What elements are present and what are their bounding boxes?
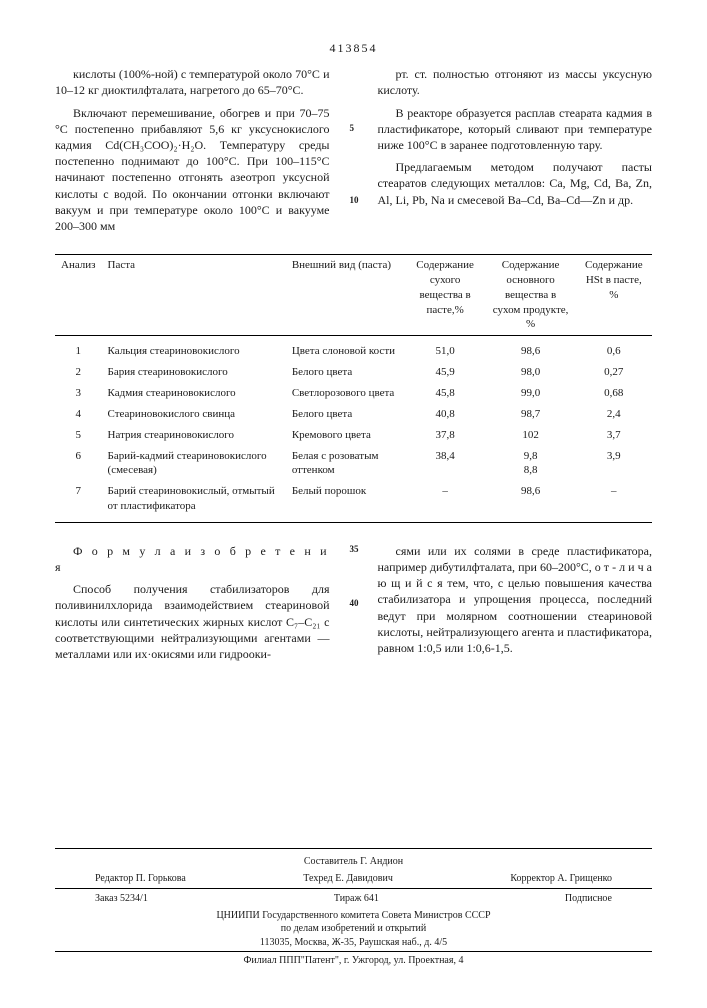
- th-dry: Содержание сухого вещества в пасте,%: [405, 255, 486, 336]
- footer-org2: по делам изобретений и открытий: [55, 922, 652, 936]
- formula-section: Ф о р м у л а и з о б р е т е н и я Спос…: [55, 543, 652, 668]
- footer-editor: Редактор П. Горькова: [95, 872, 186, 886]
- cell-n: 6: [55, 446, 102, 482]
- formula-title: Ф о р м у л а и з о б р е т е н и я: [55, 543, 330, 575]
- table-row: 1 Кальция стеариновокислого Цвета слонов…: [55, 336, 652, 362]
- cell-look: Светлорозового цвета: [286, 383, 405, 404]
- footer-order: Заказ 5234/1: [95, 892, 148, 906]
- th-main: Содержание основного вещества в сухом пр…: [486, 255, 576, 336]
- line-mark-10: 10: [350, 194, 359, 206]
- footer-copies: Тираж 641: [334, 892, 379, 906]
- cell-paste: Барий-кадмий стеариновокислого (смесевая…: [102, 446, 286, 482]
- footer-compiler: Составитель Г. Андион: [55, 855, 652, 869]
- cell-dry: –: [405, 481, 486, 522]
- cell-n: 4: [55, 404, 102, 425]
- footer-sub: Подписное: [565, 892, 612, 906]
- table-row: 6 Барий-кадмий стеариновокислого (смесев…: [55, 446, 652, 482]
- cell-n: 7: [55, 481, 102, 522]
- cell-main: 99,0: [486, 383, 576, 404]
- table-row: 2 Бария стеариновокислого Белого цвета 4…: [55, 362, 652, 383]
- cell-hst: 0,6: [576, 336, 652, 362]
- cell-look: Белая с розоватым оттенком: [286, 446, 405, 482]
- cell-look: Кремового цвета: [286, 425, 405, 446]
- cell-n: 5: [55, 425, 102, 446]
- line-mark-35: 35: [350, 543, 359, 555]
- cell-main: 98,6: [486, 336, 576, 362]
- th-analysis: Анализ: [55, 255, 102, 336]
- cell-n: 2: [55, 362, 102, 383]
- line-number-gutter: 5 10: [348, 66, 360, 240]
- footer-corrector: Корректор А. Грищенко: [510, 872, 612, 886]
- cell-look: Белого цвета: [286, 404, 405, 425]
- cell-main: 98,6: [486, 481, 576, 522]
- table-row: 3 Кадмия стеариновокислого Светлорозовог…: [55, 383, 652, 404]
- cell-paste: Кадмия стеариновокислого: [102, 383, 286, 404]
- cell-main: 9,8 8,8: [486, 446, 576, 482]
- cell-hst: 0,27: [576, 362, 652, 383]
- cell-look: Цвета слоновой кости: [286, 336, 405, 362]
- document-number: 413854: [55, 40, 652, 56]
- cell-dry: 45,8: [405, 383, 486, 404]
- cell-paste: Натрия стеариновокислого: [102, 425, 286, 446]
- line-mark-40: 40: [350, 597, 359, 609]
- cell-n: 3: [55, 383, 102, 404]
- cell-dry: 38,4: [405, 446, 486, 482]
- para-l2: Включают перемешивание, обогрев и при 70…: [55, 105, 330, 235]
- cell-look: Белый порошок: [286, 481, 405, 522]
- right-column: рт. ст. полностью отгоняют из массы уксу…: [378, 66, 653, 240]
- cell-paste: Барий стеариновокислый, отмытый от пласт…: [102, 481, 286, 522]
- cell-look: Белого цвета: [286, 362, 405, 383]
- footer: Составитель Г. Андион Редактор П. Горько…: [55, 848, 652, 968]
- cell-hst: 3,7: [576, 425, 652, 446]
- cell-paste: Бария стеариновокислого: [102, 362, 286, 383]
- cell-dry: 40,8: [405, 404, 486, 425]
- formula-right-text: сями или их солями в среде пластификатор…: [378, 543, 653, 656]
- table-row: 5 Натрия стеариновокислого Кремового цве…: [55, 425, 652, 446]
- formula-left: Ф о р м у л а и з о б р е т е н и я Спос…: [55, 543, 330, 668]
- cell-hst: 0,68: [576, 383, 652, 404]
- footer-tech: Техред Е. Давидович: [303, 872, 393, 886]
- cell-main: 98,0: [486, 362, 576, 383]
- para-l1: кислоты (100%-ной) с температурой около …: [55, 66, 330, 98]
- cell-main: 102: [486, 425, 576, 446]
- formula-right: сями или их солями в среде пластификатор…: [378, 543, 653, 668]
- cell-paste: Стеариновокислого свинца: [102, 404, 286, 425]
- footer-addr: 113035, Москва, Ж-35, Раушская наб., д. …: [55, 936, 652, 950]
- cell-n: 1: [55, 336, 102, 362]
- para-r1: рт. ст. полностью отгоняют из массы уксу…: [378, 66, 653, 98]
- cell-dry: 51,0: [405, 336, 486, 362]
- left-column: кислоты (100%-ной) с температурой около …: [55, 66, 330, 240]
- table-row: 4 Стеариновокислого свинца Белого цвета …: [55, 404, 652, 425]
- data-table: Анализ Паста Внешний вид (паста) Содержа…: [55, 254, 652, 523]
- th-paste: Паста: [102, 255, 286, 336]
- table-row: 7 Барий стеариновокислый, отмытый от пла…: [55, 481, 652, 522]
- footer-org1: ЦНИИПИ Государственного комитета Совета …: [55, 909, 652, 923]
- th-appearance: Внешний вид (паста): [286, 255, 405, 336]
- cell-hst: 2,4: [576, 404, 652, 425]
- formula-left-text: Способ получения стабилизаторов для поли…: [55, 581, 330, 662]
- para-r3: Предлагаемым методом получают пасты стеа…: [378, 159, 653, 208]
- para-r2: В реакторе образуется расплав стеарата к…: [378, 105, 653, 154]
- cell-main: 98,7: [486, 404, 576, 425]
- line-mark-5: 5: [350, 122, 355, 134]
- cell-paste: Кальция стеариновокислого: [102, 336, 286, 362]
- table-body: 1 Кальция стеариновокислого Цвета слонов…: [55, 336, 652, 523]
- cell-hst: 3,9: [576, 446, 652, 482]
- cell-hst: –: [576, 481, 652, 522]
- text-columns: кислоты (100%-ной) с температурой около …: [55, 66, 652, 240]
- cell-dry: 45,9: [405, 362, 486, 383]
- footer-branch: Филиал ППП"Патент", г. Ужгород, ул. Прое…: [55, 954, 652, 968]
- th-hst: Содержание HSt в пасте, %: [576, 255, 652, 336]
- line-number-gutter-2: 35 40: [348, 543, 360, 668]
- cell-dry: 37,8: [405, 425, 486, 446]
